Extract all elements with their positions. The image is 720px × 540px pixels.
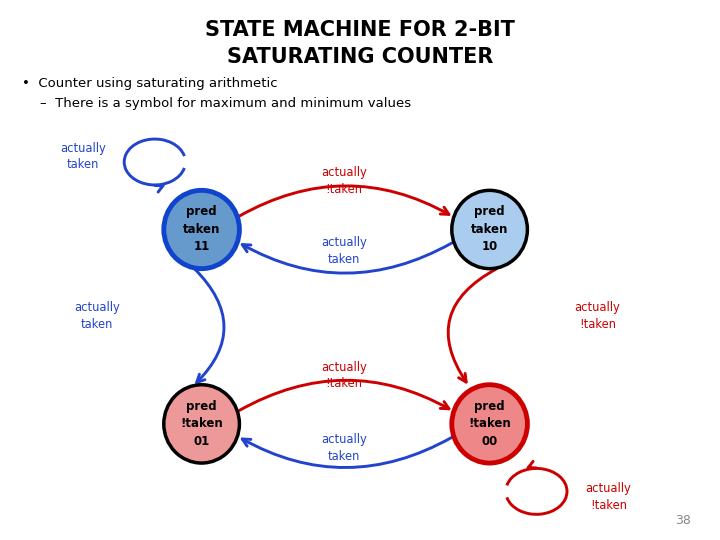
Text: STATE MACHINE FOR 2-BIT: STATE MACHINE FOR 2-BIT	[205, 19, 515, 40]
Text: pred
!taken
00: pred !taken 00	[468, 400, 511, 448]
Text: actually
taken: actually taken	[321, 434, 367, 463]
Ellipse shape	[452, 190, 527, 268]
Text: actually
!taken: actually !taken	[321, 166, 367, 195]
Text: actually
!taken: actually !taken	[585, 482, 631, 511]
Ellipse shape	[164, 190, 240, 268]
Ellipse shape	[164, 384, 240, 463]
Text: actually
taken: actually taken	[60, 142, 106, 171]
Text: actually
taken: actually taken	[74, 301, 120, 330]
Text: pred
taken
11: pred taken 11	[183, 206, 220, 253]
Text: 38: 38	[675, 514, 691, 526]
Text: •  Counter using saturating arithmetic: • Counter using saturating arithmetic	[22, 77, 277, 90]
Text: actually
!taken: actually !taken	[321, 361, 367, 390]
Text: SATURATING COUNTER: SATURATING COUNTER	[227, 46, 493, 67]
Text: –  There is a symbol for maximum and minimum values: – There is a symbol for maximum and mini…	[40, 97, 410, 110]
Text: pred
!taken
01: pred !taken 01	[180, 400, 223, 448]
Text: actually
!taken: actually !taken	[575, 301, 621, 330]
Text: pred
taken
10: pred taken 10	[471, 206, 508, 253]
Text: actually
taken: actually taken	[321, 237, 367, 266]
Ellipse shape	[452, 384, 527, 463]
